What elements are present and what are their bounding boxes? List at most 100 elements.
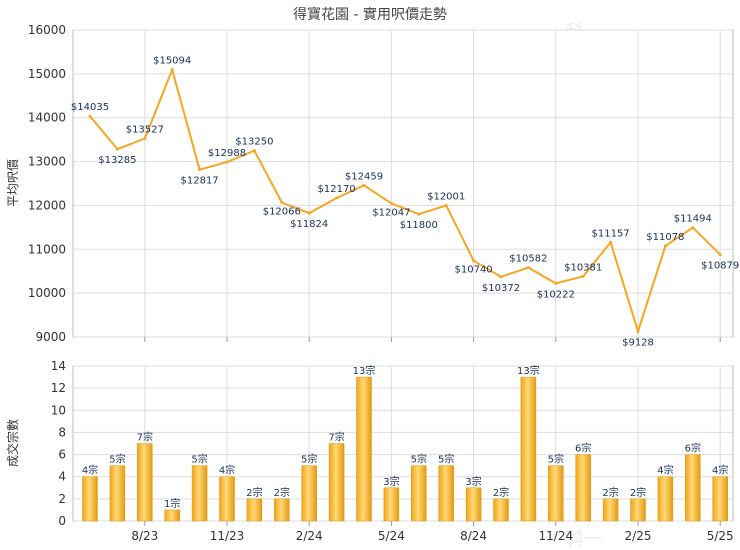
volume-bar [685, 454, 701, 522]
price-point [417, 212, 421, 216]
volume-data-label: 5宗 [191, 453, 207, 466]
volume-bar-chart: 0 2 4 6 8 10 12 14 4宗 5宗 7宗 1宗 5宗 4宗 2宗 2宗 5宗 7宗 13宗 3宗 5宗 5… [5, 359, 734, 543]
price-data-label: $10879 [701, 261, 739, 272]
volume-y-tick-label: 8 [58, 425, 66, 439]
volume-data-label: 13宗 [517, 364, 540, 377]
price-data-label: $12988 [208, 148, 246, 159]
volume-data-label: 5宗 [411, 453, 427, 466]
volume-x-tick-label: 5/25 [707, 529, 734, 543]
price-point [663, 244, 667, 248]
volume-y-ticks: 0 2 4 6 8 10 12 14 [51, 359, 66, 528]
volume-data-label: 5宗 [438, 453, 454, 466]
volume-bar [109, 465, 126, 522]
price-y-tick-label: 12000 [28, 198, 66, 212]
price-point [170, 68, 174, 72]
price-data-label: $12170 [318, 184, 356, 195]
price-y-tick-label: 15000 [28, 67, 66, 81]
price-data-label: $12459 [345, 171, 383, 182]
volume-x-ticks: 8/23 11/23 2/24 5/24 8/24 11/24 2/25 5/25 [131, 521, 734, 543]
price-point [718, 253, 722, 257]
volume-x-tick-label: 11/24 [539, 529, 574, 543]
volume-data-label: 3宗 [383, 475, 399, 488]
price-y-tick-label: 11000 [28, 242, 66, 256]
price-y-tick-label: 9000 [35, 330, 66, 344]
watermark-text: 科一 [566, 528, 602, 550]
price-data-label: $10381 [564, 262, 602, 273]
price-gridlines [73, 29, 733, 338]
price-y-axis-label: 平均呎價 [6, 159, 20, 207]
volume-data-label: 5宗 [548, 453, 564, 466]
price-x-ticks [144, 337, 721, 342]
volume-bar [246, 498, 263, 522]
volume-bar [520, 376, 537, 522]
volume-y-tick-label: 14 [51, 359, 66, 373]
volume-bar [493, 498, 509, 522]
volume-data-label: 4宗 [82, 464, 98, 477]
price-point [499, 275, 503, 279]
volume-data-label: 13宗 [353, 364, 376, 377]
price-data-label: $11494 [674, 214, 712, 225]
price-point [691, 226, 695, 230]
volume-data-labels: 4宗 5宗 7宗 1宗 5宗 4宗 2宗 2宗 5宗 7宗 13宗 3宗 5宗 5宗 3宗 2宗 13宗 5宗 6宗… [82, 364, 729, 510]
price-data-label: $10222 [537, 289, 575, 300]
volume-bar [602, 498, 619, 522]
volume-data-label: 2宗 [602, 486, 618, 499]
price-data-label: $11800 [400, 220, 438, 231]
volume-data-label: 6宗 [575, 442, 591, 455]
price-data-label: $10740 [455, 265, 493, 276]
price-data-label: $12047 [372, 207, 410, 218]
price-line-chart: 900010000110001200013000140001500016000 … [6, 23, 739, 348]
volume-data-label: 6宗 [685, 442, 701, 455]
volume-y-tick-label: 10 [51, 403, 66, 417]
price-point [472, 259, 476, 263]
volume-data-label: 2宗 [274, 486, 290, 499]
volume-bar [356, 376, 372, 522]
volume-bar [328, 443, 345, 522]
price-point [444, 203, 448, 207]
price-point [307, 211, 311, 215]
price-data-label: $14035 [71, 102, 109, 113]
volume-y-tick-label: 6 [58, 448, 66, 462]
price-point [526, 266, 530, 270]
volume-plot-area [72, 365, 734, 522]
volume-y-tick-label: 12 [51, 381, 66, 395]
chart-title: 得寶花園 - 實用呎價走勢 [293, 6, 447, 23]
price-data-label: $13250 [235, 137, 273, 148]
price-data-label: $10372 [482, 283, 520, 294]
volume-data-label: 5宗 [301, 453, 317, 466]
price-series-line [89, 66, 721, 335]
price-data-label: $12001 [427, 191, 465, 202]
volume-data-label: 7宗 [328, 431, 344, 444]
price-point [198, 168, 202, 172]
volume-bar [438, 465, 454, 522]
price-data-label: $11824 [290, 219, 328, 230]
price-data-label: $11157 [592, 228, 630, 239]
price-y-tick-label: 14000 [28, 111, 66, 125]
volume-bar [219, 476, 235, 522]
price-data-label: $15094 [153, 56, 191, 67]
price-point [225, 160, 229, 164]
volume-bar [137, 443, 153, 522]
volume-bar [301, 465, 317, 522]
volume-data-label: 4宗 [657, 464, 673, 477]
price-plot-area [72, 29, 734, 338]
volume-data-label: 7宗 [137, 431, 153, 444]
volume-bar [411, 465, 427, 522]
volume-data-label: 5宗 [109, 453, 125, 466]
volume-x-tick-label: 2/24 [296, 529, 323, 543]
volume-bar [164, 509, 180, 522]
volume-x-tick-label: 8/24 [460, 529, 487, 543]
price-point [252, 149, 256, 153]
price-y-ticks: 9000 10000 11000 12000 13000 14000 15000 16000 [28, 23, 66, 344]
price-y-tick-label: 10000 [28, 286, 66, 300]
volume-bar [274, 498, 290, 522]
volume-x-tick-label: 8/23 [131, 529, 158, 543]
price-data-label: $11078 [646, 232, 684, 243]
volume-data-label: 4宗 [219, 464, 235, 477]
volume-x-tick-label: 2/25 [625, 529, 652, 543]
volume-bar [657, 476, 674, 522]
volume-x-tick-label: 11/23 [210, 529, 245, 543]
price-y-tick-label: 16000 [28, 23, 66, 37]
volume-bar [465, 487, 482, 522]
